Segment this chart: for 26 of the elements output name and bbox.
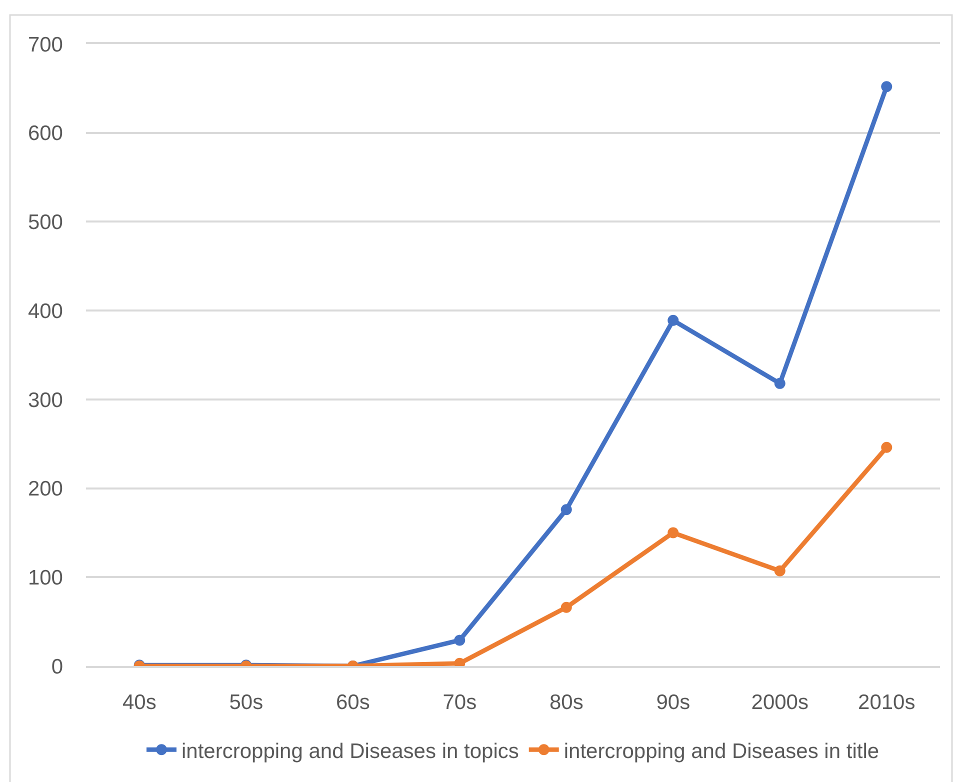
y-tick-label: 700 bbox=[28, 33, 63, 56]
y-tick-label: 0 bbox=[51, 655, 63, 678]
x-tick-label: 90s bbox=[656, 690, 690, 714]
y-tick-label: 400 bbox=[28, 300, 63, 323]
point bbox=[774, 378, 786, 389]
x-tick-label: 50s bbox=[229, 690, 264, 714]
y-tick-label: 500 bbox=[28, 211, 63, 234]
y-tick-label: 100 bbox=[28, 566, 63, 590]
x-tick-label: 40s bbox=[122, 690, 156, 714]
point bbox=[560, 602, 572, 613]
point bbox=[668, 527, 679, 538]
legend-label: intercropping and Diseases in title bbox=[564, 740, 880, 763]
point bbox=[668, 314, 679, 326]
x-tick-label: 2010s bbox=[858, 690, 916, 714]
y-tick-label: 600 bbox=[28, 122, 63, 146]
point bbox=[881, 442, 892, 453]
x-tick-label: 80s bbox=[549, 690, 584, 714]
y-tick-label: 200 bbox=[28, 478, 63, 501]
point bbox=[881, 81, 892, 92]
x-tick-label: 2000s bbox=[751, 690, 808, 714]
x-tick-label: 60s bbox=[336, 690, 370, 714]
x-tick-label: 70s bbox=[442, 690, 477, 714]
y-tick-label: 300 bbox=[28, 388, 63, 412]
point bbox=[560, 504, 572, 516]
legend-label: intercropping and Diseases in topics bbox=[182, 740, 519, 763]
point bbox=[774, 565, 786, 576]
